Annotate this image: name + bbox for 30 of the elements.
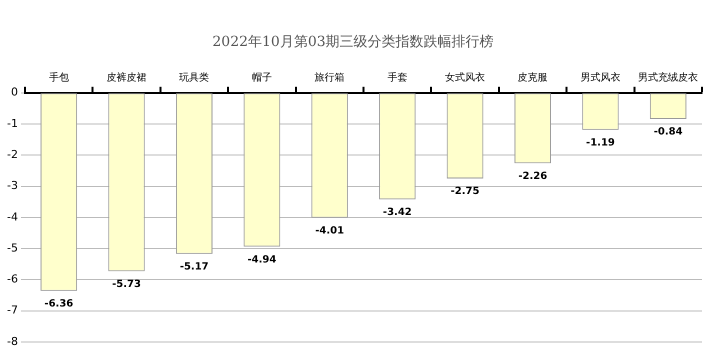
y-tick-label: 0 <box>10 86 18 99</box>
data-label: -4.94 <box>248 254 276 266</box>
x-tick-label: 皮克服 <box>518 71 548 84</box>
y-tick-label: -7 <box>7 304 18 317</box>
data-label: -2.26 <box>518 170 548 182</box>
data-label: -6.36 <box>44 298 74 310</box>
x-tick-label: 皮裤皮裙 <box>106 71 147 84</box>
y-tick-label: -2 <box>7 148 18 161</box>
x-tick-label: 女式风衣 <box>445 71 486 84</box>
x-tick-label: 男式充绒皮衣 <box>638 71 698 84</box>
x-tick-label: 手套 <box>387 71 408 84</box>
chart-title: 2022年10月第03期三级分类指数跌幅排行榜 <box>212 34 494 50</box>
data-label: -4.01 <box>315 225 344 236</box>
data-label: -1.19 <box>586 137 615 148</box>
x-tick-label: 玩具类 <box>179 71 210 84</box>
data-label: -3.42 <box>382 206 412 218</box>
data-label: -0.84 <box>654 126 683 138</box>
y-tick-label: -1 <box>7 116 18 130</box>
y-tick-label: -8 <box>7 334 18 348</box>
y-tick-label: -4 <box>7 210 18 224</box>
y-tick-label: -3 <box>7 179 18 192</box>
x-tick-label: 男式风衣 <box>580 71 620 84</box>
x-tick-label: 旅行箱 <box>314 71 345 84</box>
data-label: -5.17 <box>180 261 209 272</box>
y-tick-label: -6 <box>7 272 18 286</box>
y-tick-label: -5 <box>7 241 18 254</box>
x-tick-label: 手包 <box>48 71 69 84</box>
x-tick-label: 帽子 <box>252 71 272 84</box>
data-label: -2.75 <box>450 186 480 198</box>
data-label: -5.73 <box>112 278 141 290</box>
